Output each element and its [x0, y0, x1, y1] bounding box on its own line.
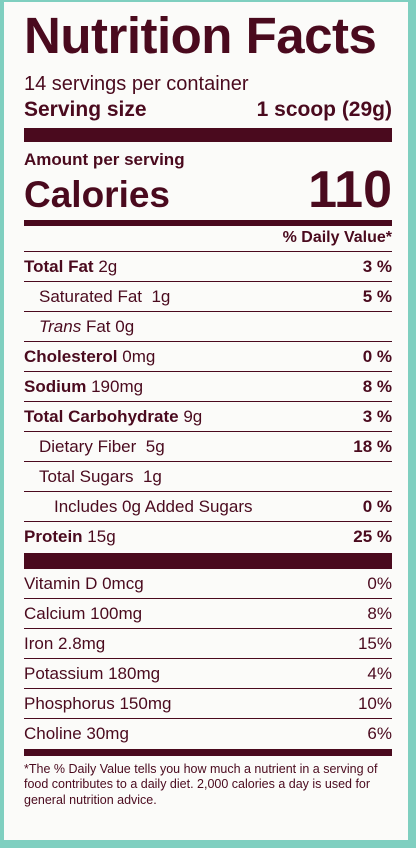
- daily-value-header: % Daily Value*: [282, 229, 392, 246]
- nutrient-amount: 15g: [87, 526, 116, 546]
- nutrient-name: Saturated Fat: [39, 286, 143, 306]
- vitamin-dv: 15%: [357, 633, 392, 653]
- nutrient-name: Protein: [24, 526, 83, 546]
- vitamin-dv: 4%: [367, 663, 392, 683]
- divider-thick: [24, 128, 392, 142]
- nutrient-row-trans-fat: Trans Fat 0g: [24, 311, 392, 341]
- nutrient-dv: 3 %: [362, 406, 392, 426]
- nutrient-name: Fat: [85, 316, 111, 336]
- nutrient-dv: 0 %: [362, 496, 392, 516]
- nutrient-row-added-sugars: Includes 0g Added Sugars 0 %: [24, 491, 392, 521]
- nutrient-row-cholesterol: Cholesterol 0mg 0 %: [24, 341, 392, 371]
- nutrient-row-dietary-fiber: Dietary Fiber 5g 18 %: [24, 431, 392, 461]
- nutrient-row-total-sugars: Total Sugars 1g: [24, 461, 392, 491]
- nutrient-row-total-fat: Total Fat 2g 3 %: [24, 251, 392, 281]
- nutrient-amount: 0g: [115, 316, 135, 336]
- divider-medium: [24, 749, 392, 756]
- vitamin-row-calcium: Calcium 100mg 8%: [24, 599, 392, 629]
- servings-per-container: 14 servings per container: [24, 73, 249, 95]
- calories-value: 110: [308, 161, 392, 219]
- nutrient-amount: 1g: [151, 286, 171, 306]
- vitamin-name: Iron 2.8mg: [24, 633, 106, 653]
- nutrient-amount: 2g: [98, 256, 118, 276]
- daily-value-footnote: *The % Daily Value tells you how much a …: [24, 762, 378, 807]
- nutrient-name: Cholesterol: [24, 346, 118, 366]
- nutrition-facts-label: Nutrition Facts 14 servings per containe…: [4, 2, 408, 840]
- calories-row: Calories 110: [24, 164, 392, 216]
- nutrient-name-italic: Trans: [39, 316, 82, 336]
- nutrient-amount: 5g: [145, 436, 165, 456]
- nutrient-amount: 1g: [142, 466, 162, 486]
- nutrient-name: Includes 0g Added Sugars: [54, 496, 253, 516]
- nutrient-amount: 0mg: [122, 346, 156, 366]
- nutrient-dv: 8 %: [362, 376, 392, 396]
- divider-medium: [24, 220, 392, 226]
- vitamin-row-vitamin-d: Vitamin D 0mcg 0%: [24, 569, 392, 599]
- vitamin-dv: 8%: [367, 603, 392, 623]
- vitamin-dv: 6%: [367, 724, 392, 743]
- serving-size-label: Serving size: [24, 98, 147, 121]
- vitamin-dv: 0%: [367, 573, 392, 593]
- vitamin-name: Calcium 100mg: [24, 603, 143, 623]
- nutrient-name: Dietary Fiber: [39, 436, 137, 456]
- vitamin-name: Potassium 180mg: [24, 663, 161, 683]
- nutrient-row-protein: Protein 15g 25 %: [24, 521, 392, 551]
- nutrient-dv: 25 %: [353, 526, 392, 546]
- vitamin-row-potassium: Potassium 180mg 4%: [24, 659, 392, 689]
- nutrient-name: Total Carbohydrate: [24, 406, 179, 426]
- nutrient-dv: 3 %: [362, 256, 392, 276]
- vitamin-name: Choline 30mg: [24, 724, 129, 743]
- nutrient-name: Total Fat: [24, 256, 94, 276]
- nutrient-dv: 18 %: [353, 436, 392, 456]
- vitamin-name: Phosphorus 150mg: [24, 693, 172, 713]
- vitamin-row-iron: Iron 2.8mg 15%: [24, 629, 392, 659]
- vitamin-name: Vitamin D 0mcg: [24, 573, 144, 593]
- serving-size-row: Serving size 1 scoop (29g): [24, 98, 392, 122]
- nutrient-row-sodium: Sodium 190mg 8 %: [24, 371, 392, 401]
- serving-size-value: 1 scoop (29g): [256, 98, 392, 121]
- nutrient-row-total-carbohydrate: Total Carbohydrate 9g 3 %: [24, 401, 392, 431]
- nutrient-row-saturated-fat: Saturated Fat 1g 5 %: [24, 281, 392, 311]
- nutrient-dv: 5 %: [362, 286, 392, 306]
- nutrient-name: Sodium: [24, 376, 87, 396]
- nutrient-amount: 9g: [183, 406, 203, 426]
- nutrient-name: Total Sugars: [39, 466, 134, 486]
- calories-label: Calories: [24, 174, 171, 216]
- divider-thick: [24, 553, 392, 569]
- vitamin-row-choline: Choline 30mg 6%: [24, 719, 392, 749]
- vitamin-row-phosphorus: Phosphorus 150mg 10%: [24, 689, 392, 719]
- nutrient-dv: 0 %: [362, 346, 392, 366]
- vitamin-dv: 10%: [357, 693, 392, 713]
- label-title: Nutrition Facts: [24, 7, 377, 64]
- nutrient-amount: 190mg: [91, 376, 144, 396]
- amount-per-serving: Amount per serving: [24, 150, 185, 169]
